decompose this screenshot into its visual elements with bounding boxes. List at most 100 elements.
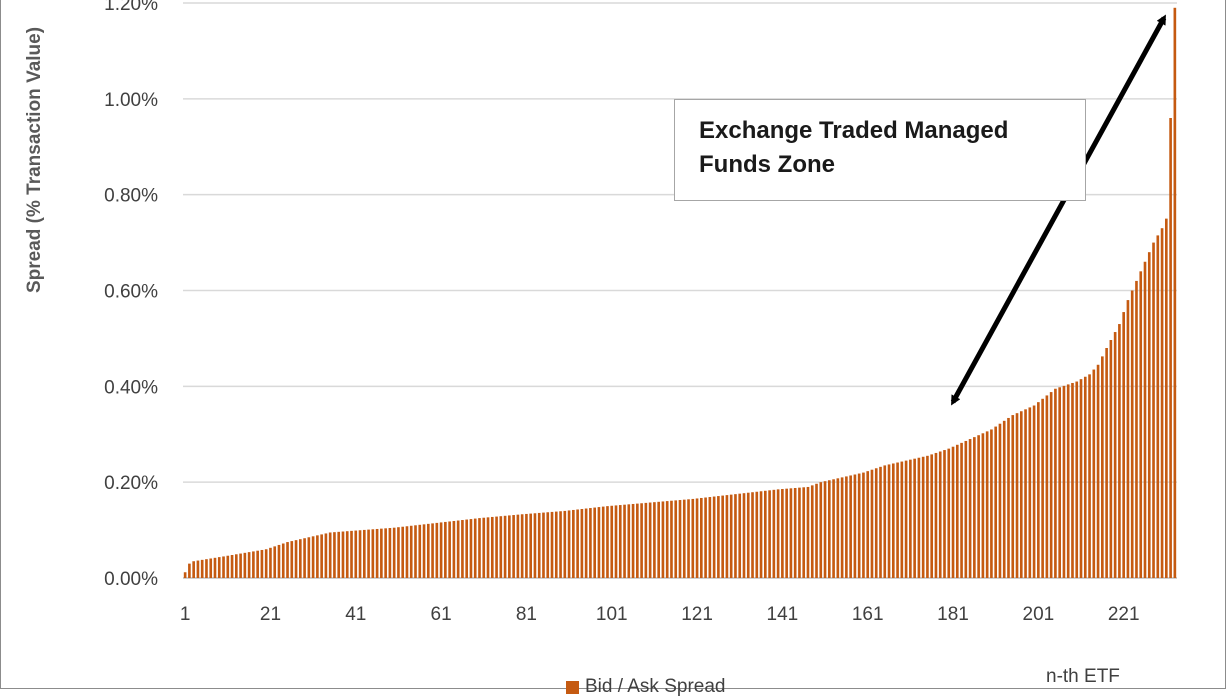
bar xyxy=(503,515,507,578)
bar xyxy=(610,505,614,578)
bar xyxy=(226,555,230,578)
bar xyxy=(1002,420,1006,578)
bar xyxy=(921,456,925,578)
bar xyxy=(192,561,195,578)
bar xyxy=(768,490,771,578)
bar xyxy=(281,543,285,578)
bar xyxy=(1139,271,1143,578)
bar xyxy=(764,490,767,578)
bar xyxy=(674,500,678,579)
bar xyxy=(1173,7,1177,579)
x-tick-label: 61 xyxy=(431,604,452,625)
bar xyxy=(328,532,332,578)
bar xyxy=(849,475,852,578)
bar xyxy=(1165,218,1168,579)
bar xyxy=(520,514,524,578)
bar xyxy=(695,498,699,578)
x-tick-label: 181 xyxy=(937,604,969,625)
bar xyxy=(955,444,959,578)
bar xyxy=(277,544,281,578)
bar xyxy=(623,504,626,578)
bar xyxy=(1160,228,1164,578)
bar xyxy=(798,487,801,578)
bar xyxy=(964,440,968,578)
bar xyxy=(926,455,929,578)
bar xyxy=(516,514,520,578)
bar xyxy=(742,493,746,578)
bar xyxy=(508,515,511,578)
bar xyxy=(751,492,754,578)
bar xyxy=(951,446,955,578)
bar xyxy=(1152,242,1155,578)
bar xyxy=(572,509,575,578)
bar xyxy=(601,506,605,578)
bar xyxy=(1054,388,1057,578)
bar xyxy=(990,429,993,578)
bar xyxy=(1024,409,1027,578)
bar xyxy=(209,558,213,578)
bar xyxy=(785,488,788,578)
bar xyxy=(1062,385,1066,578)
bar xyxy=(678,500,682,578)
x-tick-label: 201 xyxy=(1023,604,1055,625)
bar xyxy=(290,541,294,578)
bar xyxy=(930,454,934,579)
y-tick-label: 0.60% xyxy=(104,282,158,303)
bar xyxy=(853,474,857,578)
bar xyxy=(636,503,639,578)
bar xyxy=(311,536,315,578)
bar xyxy=(1143,261,1147,578)
bar xyxy=(550,511,554,578)
bar xyxy=(1041,398,1044,578)
bar xyxy=(874,468,878,578)
bar xyxy=(286,542,289,578)
bar xyxy=(1101,356,1104,578)
bar xyxy=(563,510,567,578)
bar xyxy=(435,522,439,578)
bar xyxy=(1088,374,1091,578)
bar xyxy=(567,510,571,578)
bar xyxy=(529,513,532,578)
bar xyxy=(294,540,298,578)
bar xyxy=(960,442,963,579)
bar xyxy=(576,509,579,578)
bar xyxy=(358,530,362,578)
bar xyxy=(1083,376,1087,578)
bar xyxy=(554,511,558,578)
bar xyxy=(1096,364,1100,578)
bar xyxy=(380,528,383,578)
bar xyxy=(196,560,200,578)
x-tick-label: 221 xyxy=(1108,604,1140,625)
bar xyxy=(444,521,447,578)
bar xyxy=(1066,384,1070,578)
bar xyxy=(657,501,660,578)
bar xyxy=(1079,379,1083,578)
bar xyxy=(461,520,464,578)
bar xyxy=(205,559,208,578)
bar xyxy=(239,553,242,578)
bar xyxy=(589,508,592,578)
bar xyxy=(542,512,545,578)
bar xyxy=(968,439,972,578)
bar xyxy=(1135,280,1138,578)
bar xyxy=(661,501,665,578)
y-tick-label: 1.20% xyxy=(104,0,158,15)
bar xyxy=(836,478,840,578)
bar xyxy=(938,451,942,578)
bar xyxy=(985,431,989,579)
bar xyxy=(994,426,998,578)
bar xyxy=(819,482,823,578)
bar xyxy=(320,534,323,578)
x-tick-label: 81 xyxy=(516,604,537,625)
bar xyxy=(1071,382,1074,578)
bar xyxy=(1118,324,1121,578)
bar xyxy=(900,461,904,578)
bar xyxy=(1105,348,1108,578)
bar xyxy=(789,488,793,578)
bar xyxy=(247,552,251,579)
bar xyxy=(1126,300,1130,578)
bar xyxy=(1058,387,1061,578)
bar xyxy=(235,554,238,578)
bar xyxy=(243,552,247,578)
bar xyxy=(337,531,341,578)
